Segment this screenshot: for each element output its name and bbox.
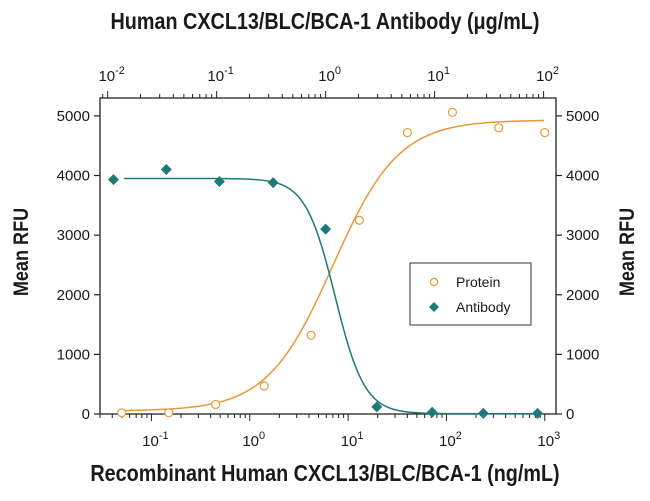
fit-curve-protein [121,119,545,412]
data-point-protein [306,330,316,340]
y-tick-label-right: 5000 [566,108,599,125]
data-point-protein [447,107,458,117]
data-point-protein [211,399,221,410]
x-tick-label-bottom: 103 [537,430,560,450]
legend-box [409,262,532,326]
x-axis-label: Recombinant Human CXCL13/BLC/BCA-1 (ng/m… [90,460,560,486]
data-point-protein [494,123,504,133]
x-tick-label-bottom: 102 [439,430,462,450]
data-point-antibody [213,175,225,187]
x-tick-label-top: 102 [536,65,559,85]
data-point-antibody [160,164,172,176]
y-tick-label-right: 3000 [566,227,599,244]
data-point-antibody [267,177,279,189]
x-tick-label-bottom: 10-1 [142,430,168,450]
y-tick-label-right: 2000 [566,287,599,304]
y-tick-label-left: 3000 [57,227,90,244]
y-tick-label-left: 5000 [57,108,90,125]
data-point-protein [402,127,412,138]
data-point-protein [117,408,127,418]
data-point-antibody [477,407,489,419]
data-point-protein [259,381,269,391]
data-point-antibody [371,401,383,413]
y-tick-label-left: 0 [82,406,90,423]
data-point-antibody [107,174,119,186]
data-point-protein [354,215,364,225]
x-tick-label-top: 100 [318,65,341,85]
x-tick-label-top: 10-2 [98,65,124,85]
y-tick-label-right: 4000 [566,168,599,185]
x-tick-label-top: 101 [427,65,450,85]
y-tick-label-left: 2000 [57,287,90,304]
legend-marker-protein [429,277,439,287]
y-tick-label-right: 0 [566,406,574,423]
data-point-antibody [426,406,438,418]
y-tick-label-left: 1000 [57,346,90,363]
x-tick-label-bottom: 101 [341,430,364,450]
legend-label-antibody: Antibody [456,299,510,315]
data-point-antibody [320,223,332,235]
legend-label-protein: Protein [456,274,500,290]
legend-marker-antibody [429,302,439,312]
y-tick-label-right: 1000 [566,346,599,363]
x-tick-label-top: 10-1 [207,65,233,85]
x-tick-label-bottom: 100 [242,430,265,450]
fit-curve-antibody [123,177,543,415]
y-tick-label-left: 4000 [57,168,90,185]
chart-top-title: Human CXCL13/BLC/BCA-1 Antibody (μg/mL) [110,8,540,34]
plot-frame [99,97,557,415]
data-point-protein [540,127,550,138]
data-point-antibody [532,407,544,419]
data-point-protein [164,408,174,418]
